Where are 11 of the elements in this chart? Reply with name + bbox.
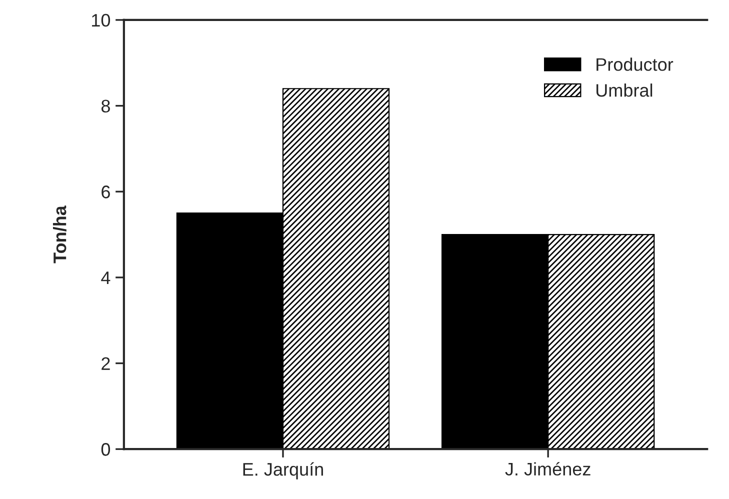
y-tick-label: 2 [102,357,110,370]
legend-label: Productor [596,58,674,71]
y-tick-label: 0 [101,443,110,456]
x-tick-label: J. Jiménez [505,462,590,476]
y-tick-label: 6 [102,186,110,198]
legend-label: Umbral [596,84,652,97]
y-axis-title: Ton/ha [52,205,66,264]
y-tick-label: 8 [101,100,110,113]
y-tick-label: 10 [92,14,110,27]
y-tick-label: 4 [101,272,110,284]
x-tick-label: E. Jarquín [243,462,323,480]
